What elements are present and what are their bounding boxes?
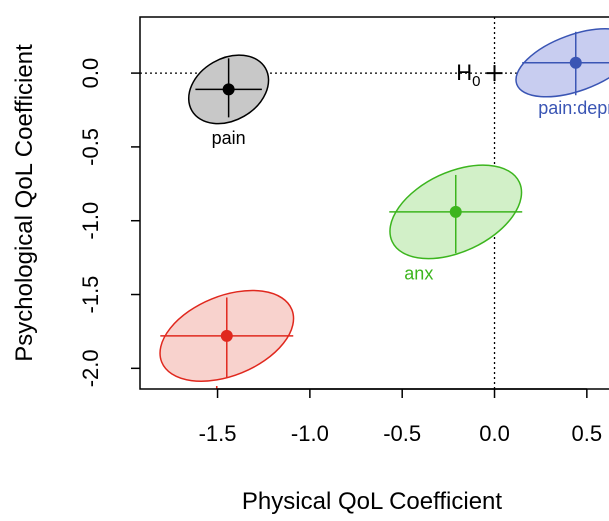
point-group-pain-depr: pain:depr (515, 28, 609, 118)
x-tick-label: 0.0 (479, 421, 510, 446)
point-marker (222, 83, 235, 96)
y-axis: -2.0 -1.5 -1.0 -0.5 0.0 (78, 58, 140, 387)
x-axis: -1.5 -1.0 -0.5 0.0 0.5 (199, 388, 603, 446)
y-axis-label: Psychological QoL Coefficient (11, 44, 38, 362)
null-point-subscript: 0 (472, 73, 480, 90)
x-tick-label: 0.5 (572, 421, 603, 446)
x-tick-label: -1.5 (199, 421, 237, 446)
y-tick-label: -1.0 (78, 202, 103, 240)
x-tick-label: -1.0 (291, 421, 329, 446)
point-label: pain:depr (538, 98, 609, 118)
y-tick-label: 0.0 (78, 58, 103, 89)
point-label: anx (404, 264, 433, 284)
point-group-pain: pain (187, 54, 270, 148)
y-tick-label: -0.5 (78, 128, 103, 166)
point-group-anx: anx (389, 164, 523, 284)
x-tick-label: -0.5 (383, 421, 421, 446)
y-tick-label: -1.5 (78, 276, 103, 314)
point-label: depr (209, 384, 245, 404)
point-marker (449, 205, 462, 218)
point-label: pain (212, 128, 246, 148)
points-layer: H0 pain pain:depr anx depr (159, 28, 609, 404)
x-axis-label: Physical QoL Coefficient (242, 488, 502, 515)
point-marker (569, 56, 582, 69)
null-point-label: H0 (456, 60, 480, 90)
y-tick-label: -2.0 (78, 349, 103, 387)
plot-region: H0 pain pain:depr anx depr (140, 17, 609, 404)
point-group-depr: depr (159, 289, 295, 404)
point-marker (220, 329, 233, 342)
